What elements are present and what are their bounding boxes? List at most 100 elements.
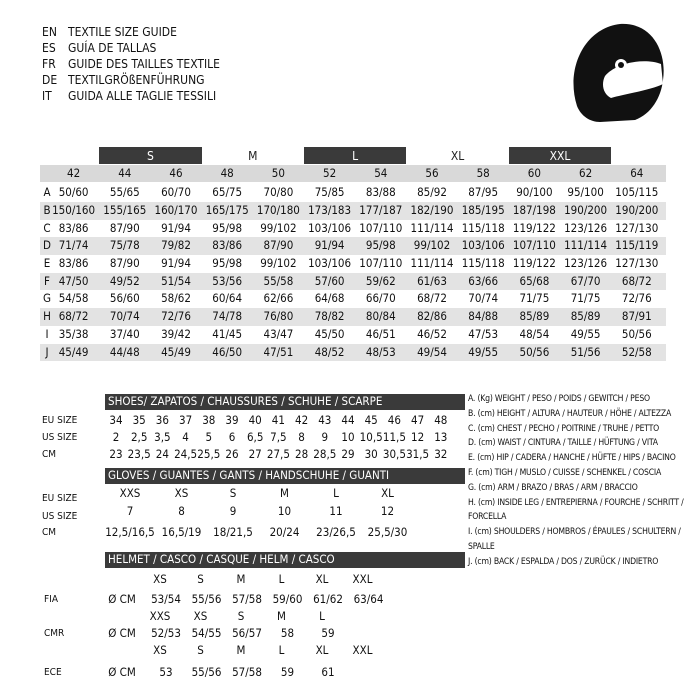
cell: 48/52 (314, 344, 345, 359)
row-band (40, 272, 666, 291)
cell: 70/80 (263, 185, 294, 200)
cell: 78/82 (314, 309, 345, 324)
cell: 107/110 (359, 220, 403, 235)
cell: 68/72 (58, 309, 89, 324)
title-text: GUIDE DES TAILLES TEXTILE (68, 57, 220, 71)
row-band (40, 308, 666, 326)
cell: 12 (411, 430, 425, 445)
row-label: I (45, 326, 49, 341)
cell: 8 (178, 504, 185, 519)
size: S (197, 572, 204, 587)
row-label: J (45, 344, 49, 359)
cell: 56/57 (232, 626, 262, 641)
cell: 49/55 (468, 344, 499, 359)
cell: 47/51 (263, 344, 294, 359)
size-header: 64 (630, 166, 644, 181)
size-header: 42 (67, 166, 81, 181)
cell: 12 (380, 504, 395, 519)
size-group: M (248, 149, 258, 163)
cell: 85/92 (417, 185, 447, 200)
cell: 83/86 (58, 220, 89, 235)
cell: 160/170 (154, 202, 198, 217)
cell: 84/88 (468, 309, 499, 324)
cell: 58/62 (161, 291, 191, 306)
cell: 3,5 (154, 430, 171, 445)
cell: 173/183 (308, 202, 352, 217)
row-label: ECE (44, 667, 62, 678)
unit: Ø CM (108, 592, 136, 607)
cell: 99/102 (413, 238, 451, 253)
legend-item: I. (cm) SHOULDERS / HOMBROS / ÉPAULES / … (468, 527, 681, 552)
cell: 49/52 (109, 273, 140, 288)
cell: 61/63 (417, 273, 447, 288)
cell: 68/72 (417, 291, 447, 306)
cell: 65/75 (212, 185, 243, 200)
cell: 150/160 (52, 202, 96, 217)
cell: 51/54 (161, 273, 191, 288)
cell: 40 (248, 413, 262, 428)
size: XXS (149, 609, 171, 624)
cell: 70/74 (109, 309, 140, 324)
cell: 57/58 (232, 665, 262, 680)
row-label: E (43, 256, 51, 271)
cell: 57/60 (314, 273, 345, 288)
cell: 155/165 (103, 202, 147, 217)
title-text: GUÍA DE TALLAS (68, 41, 157, 55)
cell: 2 (112, 430, 120, 445)
size-header: 46 (169, 166, 183, 181)
title-text: TEXTILGRÖßENFÜHRUNG (68, 73, 205, 87)
cell: 39/42 (161, 326, 191, 341)
size: M (236, 643, 246, 658)
row-band (40, 201, 666, 220)
size-band (508, 147, 612, 164)
cell: 2,5 (130, 430, 148, 445)
size-header: 52 (323, 166, 337, 181)
cell: 185/195 (461, 202, 505, 217)
cell: 62/66 (263, 291, 294, 306)
cell: 83/86 (212, 238, 243, 253)
cell: 67/70 (570, 273, 601, 288)
cell: 82/86 (417, 309, 447, 324)
cell: 48 (434, 413, 448, 428)
cell: 49/55 (570, 326, 601, 341)
cell: 99/102 (260, 220, 297, 235)
cell: 23 (109, 447, 123, 462)
cell: 34 (109, 413, 123, 428)
unit: Ø CM (108, 626, 136, 641)
row-label: F (44, 273, 50, 288)
cell: 111/114 (410, 220, 454, 235)
cell: 11,5 (382, 430, 406, 445)
size-group: XXL (549, 149, 571, 163)
legend-item: D. (cm) WAIST / CINTURA / TAILLE / HÜFTU… (468, 438, 658, 449)
cell: 55/56 (191, 592, 222, 607)
cell: 80/84 (365, 309, 396, 324)
size-band (99, 147, 202, 164)
cell: L (333, 486, 339, 501)
row-label: US SIZE (42, 511, 78, 522)
size: XL (315, 572, 329, 587)
cell: 48/53 (365, 344, 396, 359)
row-label: G (42, 291, 52, 306)
row-band (40, 237, 666, 255)
cell: 37/40 (109, 326, 140, 341)
cell: 46/52 (417, 326, 447, 341)
section-bar (105, 552, 465, 568)
cell: 107/110 (359, 256, 403, 271)
cell: 55/65 (109, 185, 140, 200)
row-label: D (43, 238, 51, 253)
cell: 71/75 (519, 291, 550, 306)
legend: A. (Kg) WEIGHT / PESO / POIDS / GEWITCH … (468, 392, 696, 570)
legend-item: E. (cm) HIP / CADERA / HANCHE / HÜFTE / … (468, 453, 676, 464)
cell: 60/64 (212, 291, 243, 306)
legend-item: B. (cm) HEIGHT / ALTURA / HAUTEUR / HÖHE… (468, 408, 672, 419)
unit: Ø CM (108, 665, 136, 680)
cell: 24 (155, 447, 169, 462)
cell: 57/58 (232, 592, 262, 607)
cell: 42 (295, 413, 309, 428)
cell: 23,5 (127, 447, 151, 462)
cell: 85/89 (519, 309, 550, 324)
cell: 182/190 (410, 202, 454, 217)
cell: 30 (364, 447, 378, 462)
cell: 190/200 (615, 202, 659, 217)
cell: 95/100 (567, 185, 604, 200)
